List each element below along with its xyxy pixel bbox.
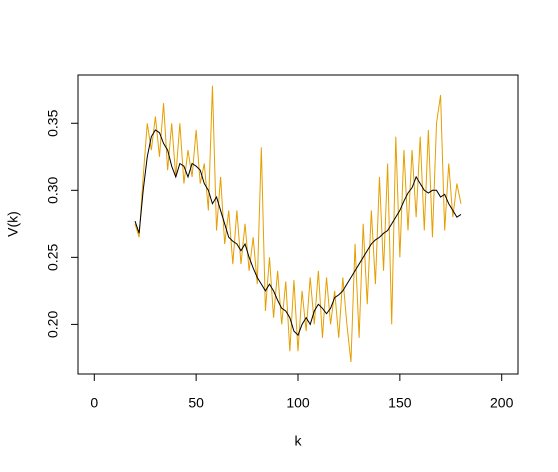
y-tick-label: 0.35	[45, 109, 61, 136]
x-tick-label: 150	[388, 395, 412, 411]
data-line	[134, 129, 462, 337]
y-tick-label: 0.25	[45, 244, 61, 271]
x-tick-label: 100	[286, 395, 310, 411]
y-tick-label: 0.20	[45, 311, 61, 338]
x-tick-label: 50	[188, 395, 204, 411]
y-axis-label: V(k)	[5, 211, 21, 237]
y-tick-label: 0.30	[45, 176, 61, 203]
x-tick-label: 200	[490, 395, 514, 411]
x-axis-label: k	[295, 433, 303, 449]
plot-box	[77, 74, 519, 375]
x-tick-label: 0	[90, 395, 98, 411]
data-line	[134, 85, 462, 362]
